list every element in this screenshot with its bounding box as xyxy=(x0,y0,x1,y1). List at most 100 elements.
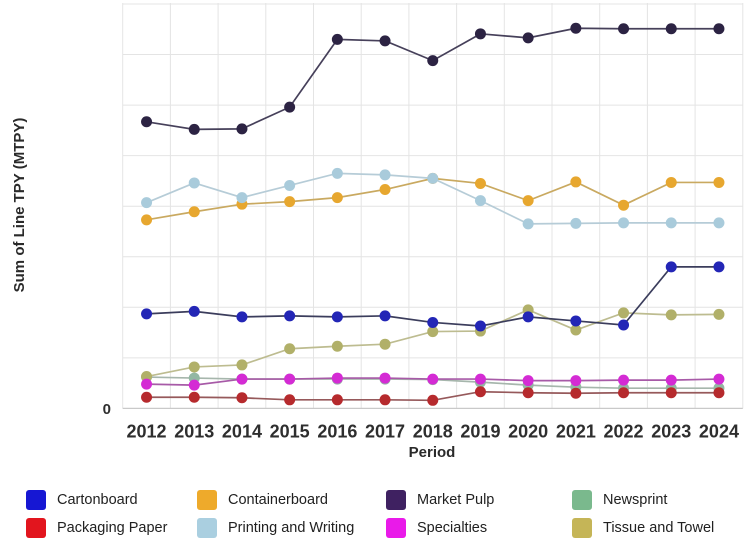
data-point-market-pulp[interactable] xyxy=(427,55,439,67)
series-line-containerboard xyxy=(146,177,719,221)
data-point-market-pulp[interactable] xyxy=(331,33,343,45)
data-point-tissue-and-towel[interactable] xyxy=(379,338,391,350)
data-point-specialties[interactable] xyxy=(188,379,200,391)
data-point-market-pulp[interactable] xyxy=(284,101,296,113)
legend-swatch-icon xyxy=(572,490,592,510)
data-point-tissue-and-towel[interactable] xyxy=(188,361,200,373)
data-point-containerboard[interactable] xyxy=(141,214,153,226)
legend-item-packaging-paper[interactable]: Packaging Paper xyxy=(26,518,197,538)
data-point-cartonboard[interactable] xyxy=(713,261,725,273)
data-point-market-pulp[interactable] xyxy=(474,28,486,40)
data-point-containerboard[interactable] xyxy=(713,176,725,188)
legend-item-tissue-and-towel[interactable]: Tissue and Towel xyxy=(572,518,744,538)
data-point-packaging-paper[interactable] xyxy=(665,387,677,399)
data-point-packaging-paper[interactable] xyxy=(522,387,534,399)
data-point-containerboard[interactable] xyxy=(284,196,296,208)
legend-item-cartonboard[interactable]: Cartonboard xyxy=(26,490,197,510)
data-point-specialties[interactable] xyxy=(522,375,534,387)
data-point-packaging-paper[interactable] xyxy=(618,387,630,399)
data-point-market-pulp[interactable] xyxy=(522,32,534,44)
data-point-cartonboard[interactable] xyxy=(522,311,534,323)
data-point-containerboard[interactable] xyxy=(188,206,200,218)
data-point-printing-and-writing[interactable] xyxy=(665,217,677,229)
data-point-specialties[interactable] xyxy=(474,373,486,385)
data-point-cartonboard[interactable] xyxy=(474,320,486,332)
data-point-printing-and-writing[interactable] xyxy=(331,167,343,179)
legend-item-market-pulp[interactable]: Market Pulp xyxy=(386,490,572,510)
legend-item-newsprint[interactable]: Newsprint xyxy=(572,490,744,510)
data-point-market-pulp[interactable] xyxy=(141,116,153,128)
data-point-tissue-and-towel[interactable] xyxy=(236,359,248,371)
data-point-cartonboard[interactable] xyxy=(331,311,343,323)
data-point-market-pulp[interactable] xyxy=(379,35,391,47)
data-point-containerboard[interactable] xyxy=(331,192,343,204)
data-point-market-pulp[interactable] xyxy=(570,22,582,34)
data-point-printing-and-writing[interactable] xyxy=(141,197,153,209)
data-point-containerboard[interactable] xyxy=(379,184,391,196)
legend-item-containerboard[interactable]: Containerboard xyxy=(197,490,386,510)
data-point-cartonboard[interactable] xyxy=(570,315,582,327)
data-point-containerboard[interactable] xyxy=(665,176,677,188)
data-point-tissue-and-towel[interactable] xyxy=(284,343,296,355)
data-point-cartonboard[interactable] xyxy=(141,308,153,320)
data-point-packaging-paper[interactable] xyxy=(379,394,391,406)
data-point-packaging-paper[interactable] xyxy=(188,391,200,403)
data-point-specialties[interactable] xyxy=(141,378,153,390)
data-point-packaging-paper[interactable] xyxy=(236,392,248,404)
data-point-printing-and-writing[interactable] xyxy=(236,192,248,204)
data-point-printing-and-writing[interactable] xyxy=(379,169,391,181)
data-point-tissue-and-towel[interactable] xyxy=(331,340,343,352)
data-point-tissue-and-towel[interactable] xyxy=(427,326,439,338)
data-point-market-pulp[interactable] xyxy=(665,23,677,35)
data-point-cartonboard[interactable] xyxy=(236,311,248,323)
data-point-specialties[interactable] xyxy=(665,374,677,386)
data-point-printing-and-writing[interactable] xyxy=(427,172,439,184)
data-point-packaging-paper[interactable] xyxy=(331,394,343,406)
data-point-market-pulp[interactable] xyxy=(236,123,248,135)
data-point-containerboard[interactable] xyxy=(522,195,534,207)
data-point-cartonboard[interactable] xyxy=(379,310,391,322)
data-point-printing-and-writing[interactable] xyxy=(713,217,725,229)
x-axis-tick-label: 2013 xyxy=(174,422,214,442)
data-point-tissue-and-towel[interactable] xyxy=(141,371,153,383)
data-point-printing-and-writing[interactable] xyxy=(618,217,630,229)
data-point-tissue-and-towel[interactable] xyxy=(713,308,725,320)
data-point-cartonboard[interactable] xyxy=(427,316,439,328)
data-point-market-pulp[interactable] xyxy=(713,23,725,35)
data-point-printing-and-writing[interactable] xyxy=(570,217,582,229)
legend-item-specialties[interactable]: Specialties xyxy=(386,518,572,538)
data-point-specialties[interactable] xyxy=(331,372,343,384)
legend-label: Market Pulp xyxy=(417,492,495,508)
data-point-packaging-paper[interactable] xyxy=(427,394,439,406)
legend-item-printing-and-writing[interactable]: Printing and Writing xyxy=(197,518,386,538)
x-axis-tick-label: 2022 xyxy=(604,422,644,442)
data-point-cartonboard[interactable] xyxy=(188,305,200,317)
data-point-tissue-and-towel[interactable] xyxy=(618,307,630,319)
data-point-tissue-and-towel[interactable] xyxy=(570,324,582,336)
data-point-packaging-paper[interactable] xyxy=(141,391,153,403)
data-point-packaging-paper[interactable] xyxy=(570,387,582,399)
data-point-specialties[interactable] xyxy=(236,373,248,385)
data-point-market-pulp[interactable] xyxy=(618,23,630,35)
data-point-specialties[interactable] xyxy=(713,373,725,385)
data-point-packaging-paper[interactable] xyxy=(284,394,296,406)
data-point-specialties[interactable] xyxy=(427,373,439,385)
data-point-printing-and-writing[interactable] xyxy=(188,177,200,189)
data-point-containerboard[interactable] xyxy=(474,177,486,189)
data-point-specialties[interactable] xyxy=(284,373,296,385)
data-point-specialties[interactable] xyxy=(570,375,582,387)
data-point-printing-and-writing[interactable] xyxy=(284,179,296,191)
data-point-containerboard[interactable] xyxy=(570,176,582,188)
data-point-packaging-paper[interactable] xyxy=(713,387,725,399)
data-point-tissue-and-towel[interactable] xyxy=(665,309,677,321)
data-point-cartonboard[interactable] xyxy=(618,319,630,331)
data-point-market-pulp[interactable] xyxy=(188,123,200,135)
data-point-cartonboard[interactable] xyxy=(665,261,677,273)
data-point-packaging-paper[interactable] xyxy=(474,386,486,398)
data-point-specialties[interactable] xyxy=(379,372,391,384)
data-point-cartonboard[interactable] xyxy=(284,310,296,322)
data-point-specialties[interactable] xyxy=(618,374,630,386)
data-point-containerboard[interactable] xyxy=(618,199,630,211)
data-point-printing-and-writing[interactable] xyxy=(522,218,534,230)
data-point-printing-and-writing[interactable] xyxy=(474,195,486,207)
